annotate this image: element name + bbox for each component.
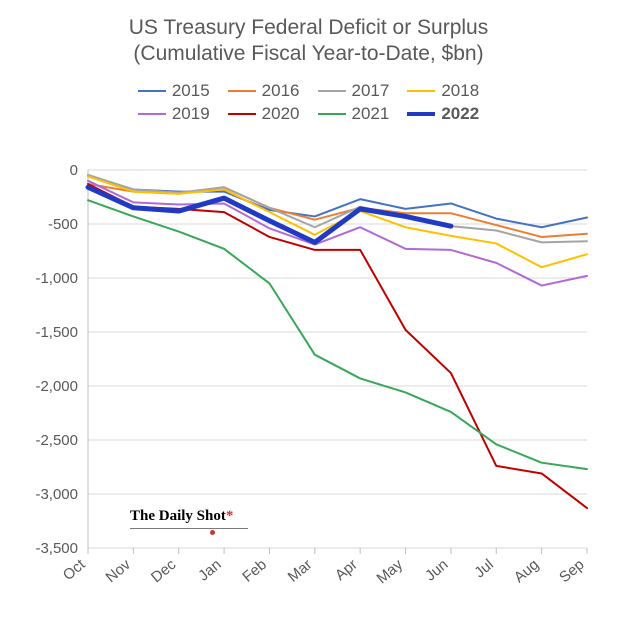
chart-source: The Daily Shot* xyxy=(130,508,233,525)
x-tick-label: Jan xyxy=(195,556,224,585)
x-tick-label: Apr xyxy=(332,556,361,584)
y-tick-label: -2,500 xyxy=(35,432,78,449)
x-tick-label: Dec xyxy=(148,556,180,586)
series-2019 xyxy=(88,181,587,286)
source-star: * xyxy=(226,508,234,524)
series-2022 xyxy=(88,187,451,242)
source-text: The Daily Shot xyxy=(130,508,226,524)
y-tick-label: -3,500 xyxy=(35,540,78,557)
source-dot-icon xyxy=(210,530,215,535)
series-2020 xyxy=(88,184,587,508)
y-tick-label: -500 xyxy=(48,216,78,233)
chart-container: US Treasury Federal Deficit or Surplus (… xyxy=(0,0,617,617)
x-tick-label: Jul xyxy=(471,556,497,581)
x-tick-label: Oct xyxy=(60,556,89,585)
y-tick-label: -1,000 xyxy=(35,270,78,287)
x-tick-label: Mar xyxy=(285,556,316,586)
series-2021 xyxy=(88,200,587,469)
series-2015 xyxy=(88,175,587,227)
x-tick-label: Feb xyxy=(239,556,270,586)
x-tick-label: Sep xyxy=(556,556,587,586)
chart-plot: 0 -500 -1,000 -1,500 -2,000 -2,500 -3,000 -3,50… xyxy=(0,0,617,617)
x-tick-label: May xyxy=(373,556,406,588)
x-tick-label: Aug xyxy=(511,556,542,586)
y-tick-label: -1,500 xyxy=(35,324,78,341)
x-tick-label: Jun xyxy=(422,556,451,585)
y-tick-label: -2,000 xyxy=(35,378,78,395)
source-underline xyxy=(130,528,248,529)
x-tick-label: Nov xyxy=(103,556,135,586)
y-tick-label: -3,000 xyxy=(35,486,78,503)
y-tick-label: 0 xyxy=(70,162,78,179)
